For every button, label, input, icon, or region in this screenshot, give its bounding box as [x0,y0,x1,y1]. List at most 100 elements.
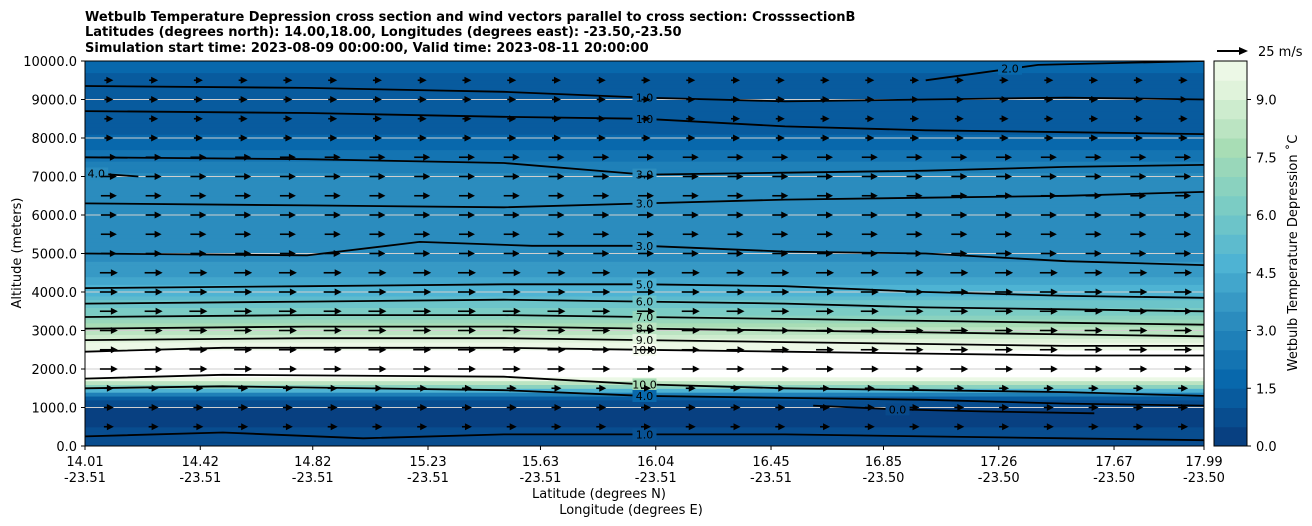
contour-band [85,265,1204,270]
wind-vector-head [420,384,428,392]
wind-vector-head [1095,327,1103,334]
colorbar-tick-label: 6.0 [1256,209,1277,224]
contour-band [85,68,1204,74]
wind-vector-head [781,192,789,200]
wind-vector-head [558,288,566,296]
wind-vector-head [1180,115,1188,123]
contour-band [85,87,1204,93]
wind-vector-head [244,173,252,180]
wind-vector-head [154,192,162,200]
contour-band [85,122,1204,128]
wind-vector-head [782,307,790,315]
contour-band [85,365,1204,370]
wind-vector-head [1095,346,1103,354]
y-tick-label: 9000.0 [32,94,78,109]
title-line-1: Wetbulb Temperature Depression cross sec… [85,10,855,25]
wind-vector-head [737,327,745,334]
wind-vector-head [688,384,696,392]
wind-vector-head [557,230,565,238]
wind-vector-head [598,96,606,103]
contour-label-bg [632,239,657,252]
contour-label: 3.0 [636,240,654,253]
wind-vector-head [1049,250,1057,257]
x-tick-label-lon: -23.51 [750,471,792,486]
title-line-3: Simulation start time: 2023-08-09 00:00:… [85,41,649,56]
wind-vector-head [558,307,566,315]
contour-band [85,61,1204,66]
wind-vector-head [285,115,293,123]
wind-vector-head [467,250,475,257]
wind-vector-head [688,423,696,431]
wind-vector-head [558,269,566,277]
wind-vector-head [961,327,969,334]
wind-vector-head [736,173,744,180]
wind-vector-head [1139,173,1147,180]
wind-vector-head [602,192,610,200]
wind-vector-head [737,288,745,296]
wind-vector-head [737,307,745,315]
contour-line [925,61,1204,82]
contour-band [85,141,1204,147]
wind-vector-head [109,173,117,180]
wind-vector-head [285,76,293,84]
wind-vector-head [822,115,830,123]
wind-vector-head [870,230,878,238]
wind-vector-head [155,288,163,296]
wind-vector-head [1136,384,1144,392]
contour-band [85,191,1204,197]
wind-vector-head [1135,115,1143,123]
wind-vector-head [778,404,786,411]
wind-vector-head [1094,153,1102,161]
wind-vector-head [688,134,696,142]
wind-vector-head [554,384,562,392]
wind-vector-head [916,288,924,296]
contour-band [85,145,1204,151]
wind-vector-head [822,134,830,142]
wind-vector-head [375,423,383,431]
wind-vector-head [781,153,789,161]
wind-vector-head [1091,134,1099,142]
wind-vector-head [1094,230,1102,238]
wind-vector-head [1046,423,1054,431]
wind-vector-head [782,365,790,373]
quiver-key-label: 25 m/s [1258,45,1303,60]
wind-vector-head [199,230,207,238]
wind-vector-head [110,269,118,277]
wind-vector-head [1185,327,1193,334]
wind-vector-head [736,192,744,200]
wind-vector-head [424,346,432,354]
contour-label-bg [632,197,657,210]
wind-vector-head [644,404,651,411]
wind-vector-head [378,173,386,180]
wind-vector-head [241,423,249,431]
wind-vector-head [468,288,476,296]
wind-vector-head [509,115,517,123]
wind-vector-head [692,327,700,334]
wind-vector-head [289,327,297,334]
wind-vector-head [330,115,338,123]
wind-vector-head [822,76,830,84]
contour-band [85,207,1204,212]
wind-vector-head [419,96,427,103]
wind-vector-head [692,307,700,315]
x-tick-label-lon: -23.50 [1183,471,1225,486]
wind-vector-head [1140,288,1148,296]
wind-vector-head [691,230,699,238]
y-tick-label: 7000.0 [32,171,78,186]
wind-vector-head [1180,76,1188,84]
contour-band [85,107,1204,112]
wind-vector-head [781,173,789,180]
wind-vector-head [648,327,655,334]
contour-label-bg [885,403,910,416]
wind-vector-head [1049,211,1057,219]
x-tick-label-lat: 16.85 [865,455,902,470]
wind-vector-head [464,96,472,103]
wind-vector-head [1005,153,1013,161]
wind-vector-head [468,346,476,354]
contour-band [85,353,1204,359]
colorbar-tick-label: 4.5 [1256,267,1277,282]
wind-vector-head [603,327,611,334]
wind-vector-head [1006,307,1014,315]
wind-vector-head [419,115,427,123]
wind-vector-head [599,404,607,411]
